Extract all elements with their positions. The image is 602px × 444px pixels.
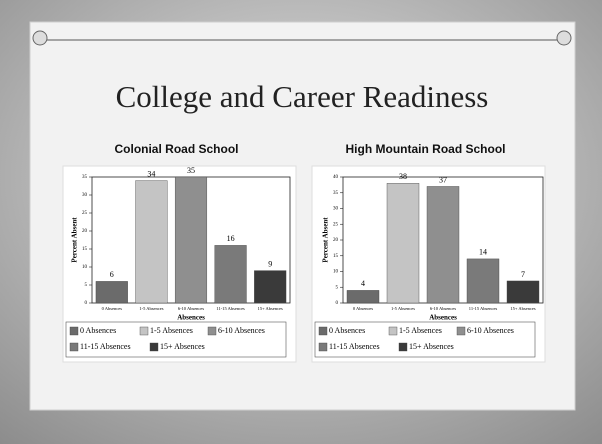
y-tick-label: 20 (333, 238, 339, 243)
legend-swatch (318, 326, 328, 336)
bar (254, 270, 287, 304)
legend-swatch (398, 342, 408, 352)
legend-label: 0 Absences (329, 326, 365, 335)
x-tick-label: 6-10 Absences (430, 306, 457, 311)
legend-box (314, 321, 536, 358)
legend-label: 6-10 Absences (218, 326, 265, 335)
bar (466, 258, 500, 304)
data-label: 37 (439, 175, 447, 184)
x-tick-label: 0 Absences (353, 306, 374, 311)
y-tick-label: 10 (333, 270, 339, 275)
bar (174, 176, 208, 304)
legend-label: 15+ Absences (160, 342, 205, 351)
x-tick-label: 1-5 Absences (139, 306, 163, 311)
pin (32, 30, 48, 46)
legend-swatch (139, 326, 149, 336)
y-tick-label: 25 (333, 222, 339, 227)
x-tick-label: 0 Absences (102, 306, 123, 311)
legend-swatch (149, 342, 159, 352)
x-tick-label: 1-5 Absences (391, 306, 415, 311)
x-tick-label: 6-10 Absences (178, 306, 205, 311)
y-tick-label: 35 (82, 175, 88, 180)
legend-swatch (456, 326, 466, 336)
legend-swatch (69, 326, 79, 336)
x-axis-label: Absences (429, 314, 457, 322)
legend-label: 11-15 Absences (329, 342, 380, 351)
y-tick-label: 15 (82, 247, 88, 252)
y-tick-label: 0 (85, 301, 88, 306)
data-label: 34 (147, 169, 155, 178)
data-label: 16 (227, 234, 235, 243)
y-tick-label: 15 (333, 254, 339, 259)
chart-title: High Mountain Road School (346, 142, 506, 156)
y-tick-label: 40 (333, 175, 339, 180)
bar (506, 280, 540, 304)
x-tick-label: 15+ Absences (258, 306, 283, 311)
y-tick-label: 5 (336, 285, 339, 290)
bar (214, 245, 247, 304)
bar (346, 290, 380, 304)
data-label: 4 (361, 279, 365, 288)
y-axis-label: Percent Absent (322, 217, 330, 263)
x-axis-label: Absences (177, 314, 205, 322)
y-axis-label: Percent Absent (71, 217, 79, 263)
bar (386, 183, 420, 304)
y-tick-label: 20 (82, 229, 88, 234)
legend-label: 11-15 Absences (80, 342, 131, 351)
bar (135, 180, 168, 304)
chart-title: Colonial Road School (114, 142, 238, 156)
x-tick-label: 15+ Absences (510, 306, 535, 311)
legend-swatch (388, 326, 398, 336)
legend-label: 6-10 Absences (467, 326, 514, 335)
legend-label: 1-5 Absences (150, 326, 193, 335)
legend-label: 15+ Absences (409, 342, 454, 351)
y-tick-label: 10 (82, 265, 88, 270)
data-label: 35 (187, 166, 195, 175)
pin (556, 30, 572, 46)
x-tick-label: 11-15 Absences (469, 306, 498, 311)
slide-title: College and Career Readiness (116, 79, 489, 114)
legend-label: 1-5 Absences (399, 326, 442, 335)
y-tick-label: 25 (82, 211, 88, 216)
y-tick-label: 0 (336, 301, 339, 306)
data-label: 38 (399, 172, 407, 181)
data-label: 14 (479, 248, 487, 257)
bar (95, 281, 128, 304)
data-label: 6 (110, 270, 114, 279)
y-tick-label: 35 (333, 191, 339, 196)
y-tick-label: 30 (333, 207, 339, 212)
legend-swatch (69, 342, 79, 352)
x-tick-label: 11-15 Absences (216, 306, 245, 311)
data-label: 7 (521, 270, 525, 279)
charts: Colonial Road School 0 5 10 15 20 25 30 35 Percen… (62, 142, 546, 363)
legend-box (65, 321, 287, 358)
legend-label: 0 Absences (80, 326, 116, 335)
bar (426, 186, 460, 304)
legend-swatch (318, 342, 328, 352)
y-tick-label: 30 (82, 193, 88, 198)
y-tick-label: 5 (85, 283, 88, 288)
data-label: 9 (268, 259, 272, 268)
legend-swatch (207, 326, 217, 336)
